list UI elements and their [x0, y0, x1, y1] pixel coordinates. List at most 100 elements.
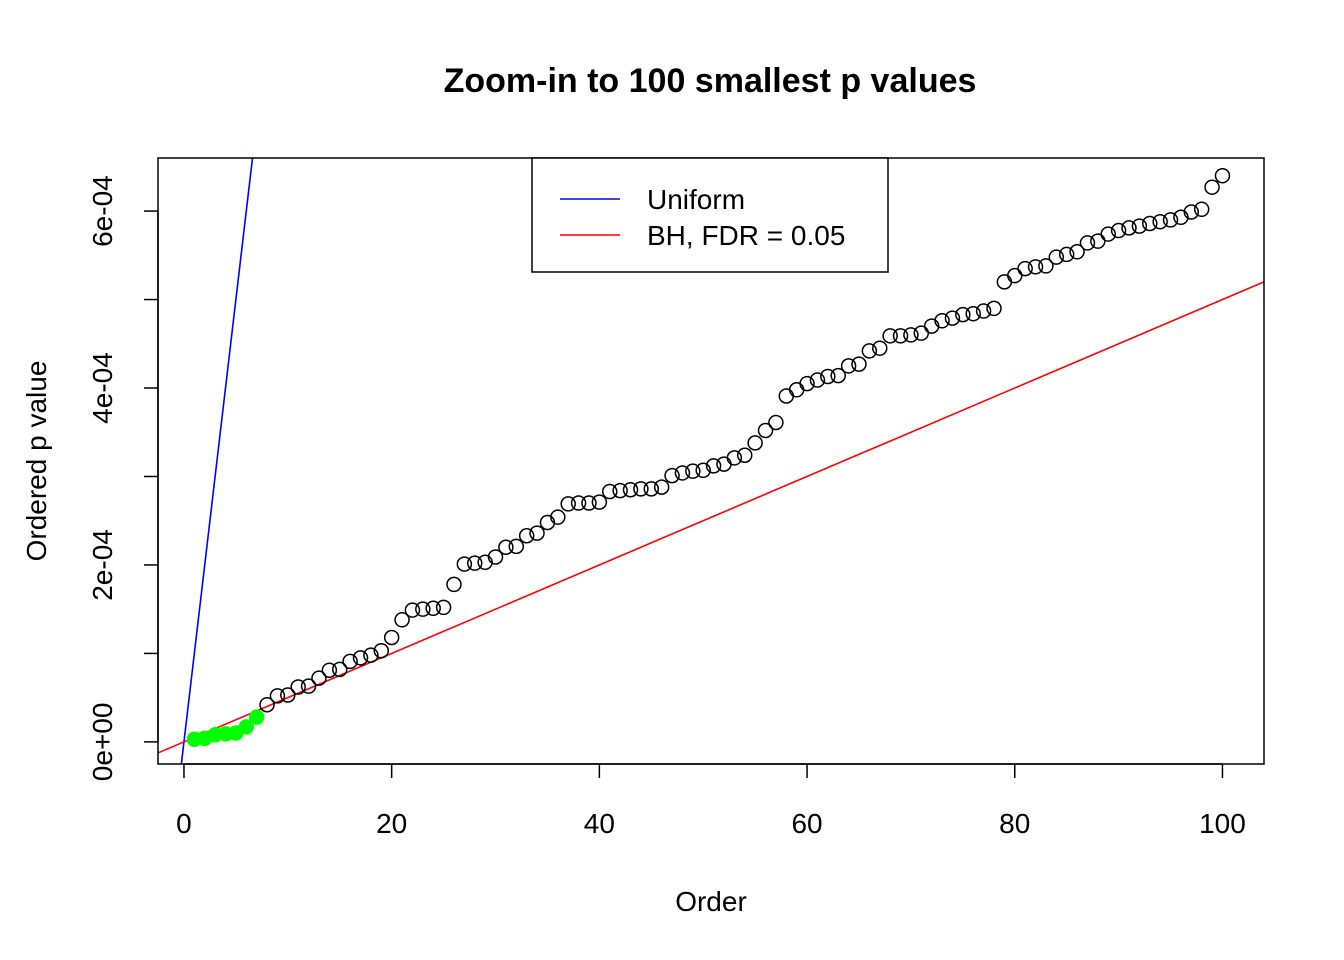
- data-point: [342, 653, 358, 670]
- data-point: [768, 414, 784, 431]
- y-tick-label: 6e-04: [87, 175, 118, 247]
- chart-title: Zoom-in to 100 smallest p values: [444, 62, 977, 100]
- data-point: [903, 327, 919, 343]
- data-point: [809, 372, 826, 388]
- data-point: [363, 647, 379, 663]
- data-point: [1058, 246, 1075, 263]
- x-tick-label: 0: [176, 808, 192, 839]
- data-point: [726, 450, 743, 466]
- data-point: [1214, 167, 1231, 184]
- data-point: [716, 456, 732, 472]
- data-point: [1152, 213, 1168, 230]
- data-point: [383, 629, 400, 646]
- data-point: [1017, 260, 1033, 277]
- data-point: [300, 678, 317, 694]
- data-point: [1142, 215, 1158, 232]
- data-point: [1079, 235, 1096, 251]
- legend: Uniform BH, FDR = 0.05: [531, 157, 889, 273]
- data-point: [934, 313, 950, 329]
- y-tick-label: 4e-04: [87, 352, 118, 424]
- data-point: [643, 481, 660, 497]
- x-tick-label: 80: [999, 808, 1030, 839]
- legend-label-uniform: Uniform: [647, 184, 745, 215]
- data-point: [664, 467, 680, 484]
- data-point: [321, 662, 338, 678]
- data-point: [975, 303, 992, 319]
- data-point: [757, 422, 774, 439]
- data-point: [394, 612, 410, 628]
- data-point: [840, 358, 857, 374]
- data-point: [425, 600, 441, 617]
- data-point: [1162, 212, 1179, 228]
- data-point: [944, 310, 961, 326]
- data-point: [290, 679, 306, 695]
- x-axis-label: Order: [675, 886, 747, 917]
- data-point: [581, 495, 597, 511]
- data-point: [788, 382, 805, 398]
- y-tick-label: 2e-04: [87, 529, 118, 601]
- data-point: [705, 458, 722, 474]
- data-point: [1110, 222, 1127, 239]
- data-point: [550, 509, 566, 525]
- data-point: [1038, 258, 1054, 274]
- data-point: [404, 602, 421, 618]
- y-axis: 0e+00 2e-04 4e-04 6e-04: [87, 175, 159, 782]
- data-point: [508, 538, 525, 555]
- data-point: [799, 375, 815, 392]
- legend-label-bh: BH, FDR = 0.05: [647, 220, 845, 251]
- data-point: [373, 643, 390, 659]
- data-point: [601, 483, 618, 500]
- data-point: [996, 274, 1013, 290]
- data-point: [851, 356, 867, 372]
- data-points: [186, 167, 1231, 747]
- data-point: [612, 482, 628, 499]
- data-point: [456, 556, 473, 572]
- data-point: [435, 599, 452, 616]
- y-axis-label: Ordered p value: [21, 361, 52, 562]
- y-tick-label: 0e+00: [87, 703, 118, 782]
- reference-line: [180, 158, 254, 764]
- data-point: [965, 305, 981, 322]
- data-point: [830, 367, 846, 384]
- data-point: [1048, 249, 1065, 265]
- data-point: [633, 481, 649, 497]
- data-point: [913, 325, 930, 341]
- data-point: [747, 435, 763, 451]
- reference-lines: [158, 158, 1264, 764]
- data-point: [352, 650, 369, 666]
- data-point: [466, 555, 483, 571]
- data-point: [1007, 267, 1023, 284]
- data-point: [1193, 201, 1210, 218]
- data-point: [955, 306, 971, 323]
- data-point: [622, 482, 639, 498]
- data-point: [685, 463, 701, 479]
- data-point: [1121, 220, 1137, 236]
- data-point: [892, 328, 909, 344]
- x-axis: 0 20 40 60 80 100: [176, 763, 1246, 839]
- data-point: [653, 479, 670, 495]
- data-point: [518, 528, 535, 544]
- significant-point: [238, 719, 255, 735]
- data-point: [820, 368, 836, 385]
- data-point: [498, 539, 514, 556]
- x-tick-label: 60: [791, 808, 822, 839]
- data-point: [1100, 226, 1116, 242]
- data-point: [695, 462, 711, 479]
- legend-box: [531, 157, 889, 273]
- data-point: [311, 670, 327, 686]
- data-point: [487, 549, 504, 565]
- x-tick-label: 20: [376, 808, 407, 839]
- data-point: [737, 447, 753, 463]
- data-point: [269, 688, 286, 704]
- data-point: [882, 328, 898, 344]
- data-point: [259, 696, 275, 713]
- data-point: [674, 465, 691, 481]
- data-point: [280, 687, 296, 703]
- data-point: [331, 661, 348, 678]
- data-point: [861, 343, 878, 359]
- data-point: [591, 494, 608, 510]
- data-point: [570, 495, 587, 511]
- data-point: [1183, 204, 1200, 220]
- data-point: [1204, 179, 1220, 195]
- data-point: [1090, 233, 1106, 249]
